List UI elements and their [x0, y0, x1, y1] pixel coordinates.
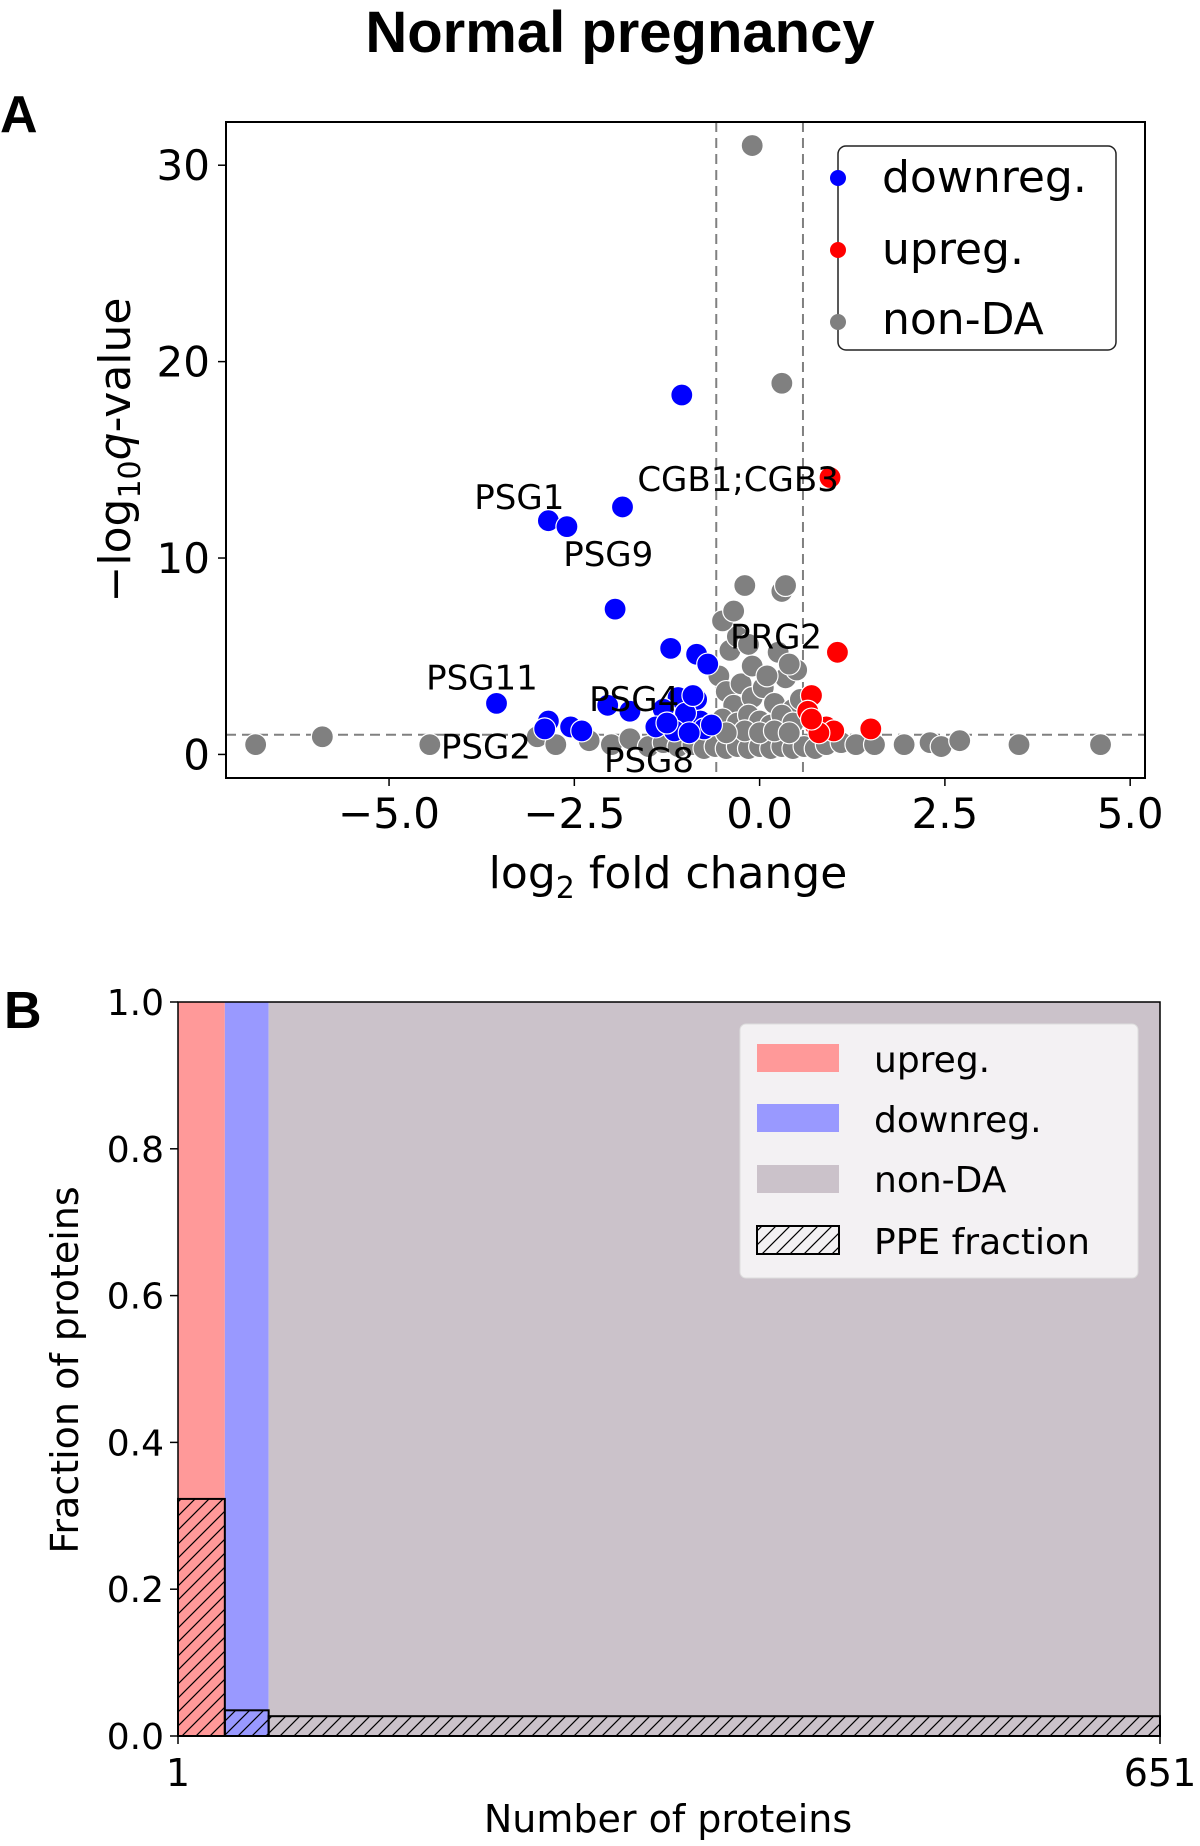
- x-tick-label: 0.0: [726, 789, 793, 838]
- data-point-downreg: [596, 693, 620, 717]
- data-point-nonDA: [1088, 733, 1113, 757]
- legend-b: upreg. downreg. non-DA PPE fraction: [739, 1023, 1139, 1279]
- legend-upreg-swatch: [757, 1044, 839, 1072]
- data-point-nonDA: [733, 573, 757, 598]
- y-tick-label-b: 0.2: [107, 1570, 164, 1611]
- data-point-upreg: [859, 717, 883, 741]
- ppe-fraction-bar-upreg: [177, 1497, 226, 1737]
- y-tick-label-b: 1.0: [107, 983, 164, 1024]
- x-axis-label-b: Number of proteins: [484, 1797, 852, 1841]
- data-point-nonDA: [722, 599, 746, 623]
- data-point-nonDA: [755, 664, 779, 688]
- gene-label: PSG8: [604, 741, 694, 781]
- data-point-downreg: [570, 719, 594, 743]
- y-tick-label: 0: [183, 730, 210, 779]
- data-point-downreg: [555, 514, 579, 539]
- legend-ppe-swatch: [756, 1225, 840, 1255]
- volcano-plot: PSG1 PSG9 CGB1;CGB3 PRG2 PSG11 PSG4 PSG2 PSG8 −…: [90, 121, 1164, 906]
- data-point-downreg: [677, 721, 701, 745]
- x-tick-label-b: 651: [1124, 1751, 1197, 1795]
- data-point-downreg: [696, 652, 720, 676]
- legend-nonda-swatch: [757, 1165, 839, 1193]
- data-point-nonDA: [777, 652, 801, 676]
- legend-upreg-marker: [830, 242, 846, 258]
- y-tick-label-b: 0.0: [107, 1717, 164, 1758]
- data-point-downreg: [699, 713, 724, 737]
- y-tick-label-b: 0.8: [107, 1130, 164, 1171]
- legend-nonda-marker: [830, 314, 846, 330]
- legend-downreg-swatch: [757, 1104, 839, 1132]
- y-axis-label-b: Fraction of proteins: [43, 1186, 87, 1553]
- panel-b-letter: B: [4, 982, 42, 1040]
- data-point-downreg: [659, 636, 683, 660]
- x-axis-ticks-a: −5.0 −2.5 0.0 2.5 5.0: [338, 778, 1164, 838]
- data-point-nonDA: [948, 729, 972, 753]
- data-point-downreg: [670, 383, 694, 407]
- legend-b-box: [739, 1023, 1139, 1279]
- data-point-nonDA: [770, 371, 794, 395]
- data-point-nonDA: [740, 133, 764, 158]
- legend-downreg-marker: [830, 170, 846, 186]
- x-tick-label: −5.0: [338, 789, 440, 838]
- data-point-nonDA: [773, 573, 798, 598]
- data-point-downreg: [610, 495, 635, 519]
- data-point-downreg: [681, 683, 705, 708]
- y-tick-label: 20: [157, 338, 210, 387]
- panel-a-letter: A: [0, 86, 38, 144]
- bar-downreg: [224, 1002, 269, 1736]
- ppe-fraction-bar-downreg: [223, 1709, 270, 1738]
- data-point-downreg: [655, 711, 679, 735]
- legend-a: downreg. upreg. non-DA: [830, 145, 1117, 351]
- data-point-downreg: [603, 597, 627, 621]
- plot-frame-b: [177, 1001, 1161, 1737]
- data-point-upreg: [799, 707, 824, 731]
- legend-nonda-label: non-DA: [882, 294, 1044, 345]
- x-axis-label-a: log2 fold change: [489, 848, 848, 906]
- data-point-nonDA: [777, 721, 801, 745]
- data-point-nonDA: [1007, 733, 1031, 757]
- x-tick-label: −2.5: [523, 789, 625, 838]
- ppe-fraction-bar-chart: 1 651 0.00.20.40.60.81.0 Number of protei…: [43, 983, 1196, 1841]
- x-tick-label: 2.5: [911, 789, 978, 838]
- gene-label: PSG4: [589, 680, 679, 720]
- data-point-upreg: [818, 465, 842, 490]
- data-point-downreg: [533, 717, 557, 741]
- data-point-upreg: [825, 640, 850, 664]
- y-tick-label-b: 0.4: [107, 1423, 164, 1464]
- data-point-downreg: [484, 691, 509, 715]
- y-axis-ticks-b: 0.0 0.2 0.4 0.6 0.8 1.0: [107, 983, 178, 1758]
- data-point-nonDA: [244, 733, 268, 757]
- x-axis-ticks-b: 1 651: [166, 1736, 1196, 1795]
- y-tick-label: 10: [157, 534, 210, 583]
- x-tick-label: 5.0: [1097, 789, 1164, 838]
- data-point-downreg: [618, 699, 642, 723]
- scatter-points: [244, 133, 1113, 761]
- y-axis-label-a: −log10q-value: [90, 298, 148, 603]
- y-tick-label-b: 0.6: [107, 1277, 164, 1318]
- gene-label: PSG9: [563, 535, 653, 575]
- legend-upreg-label-b: upreg.: [874, 1040, 990, 1081]
- data-point-nonDA: [418, 733, 442, 757]
- gene-label: PSG2: [441, 727, 531, 767]
- legend-ppe-label: PPE fraction: [874, 1222, 1090, 1263]
- plot-frame-a: [225, 121, 1146, 779]
- gene-label: CGB1;CGB3: [637, 460, 839, 500]
- y-axis-ticks-a: 0 10 20 30: [157, 141, 226, 779]
- x-tick-label-b: 1: [166, 1751, 190, 1795]
- data-point-nonDA: [310, 725, 334, 749]
- gene-label: PRG2: [730, 617, 822, 657]
- y-tick-label: 30: [157, 141, 210, 190]
- legend-downreg-label: downreg.: [882, 152, 1087, 203]
- legend-downreg-label-b: downreg.: [874, 1100, 1042, 1141]
- gene-label: PSG1: [474, 478, 564, 518]
- legend-upreg-label: upreg.: [882, 224, 1024, 275]
- legend-nonda-label-b: non-DA: [874, 1160, 1007, 1201]
- gene-annotations: PSG1 PSG9 CGB1;CGB3 PRG2 PSG11 PSG4 PSG2 PSG8: [426, 460, 839, 781]
- data-point-nonDA: [892, 733, 916, 757]
- figure-title: Normal pregnancy: [365, 0, 874, 65]
- ppe-fraction-bar-nonDA: [267, 1715, 1161, 1738]
- data-point-nonDA: [544, 733, 568, 757]
- gene-label: PSG11: [426, 659, 538, 699]
